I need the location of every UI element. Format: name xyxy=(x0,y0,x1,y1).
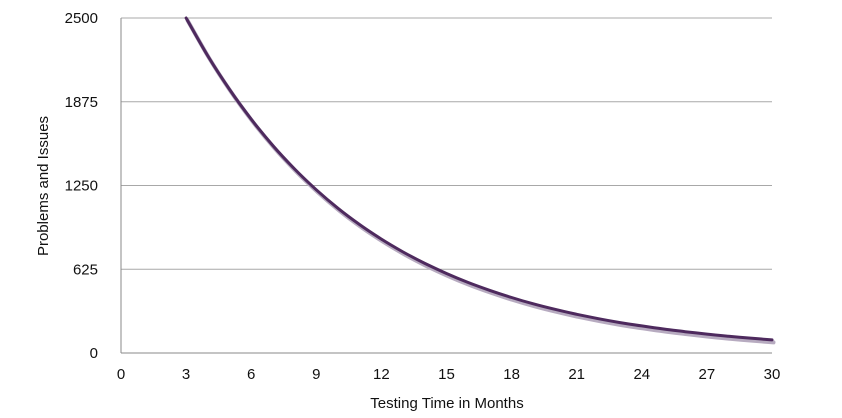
x-tick-label: 9 xyxy=(312,366,320,383)
y-tick-labels: 0 625 1250 1875 2500 xyxy=(65,10,98,362)
x-tick-label: 3 xyxy=(182,366,190,383)
axes xyxy=(120,18,772,354)
x-tick-label: 27 xyxy=(699,366,716,383)
x-tick-label: 21 xyxy=(568,366,585,383)
x-tick-label: 6 xyxy=(247,366,255,383)
x-tick-labels: 0 3 6 9 12 15 18 21 24 27 30 xyxy=(117,366,781,383)
x-tick-label: 15 xyxy=(438,366,455,383)
y-tick-label: 1250 xyxy=(65,178,98,195)
x-tick-label: 30 xyxy=(764,366,781,383)
series-line xyxy=(184,16,774,342)
series-layer xyxy=(184,16,776,345)
y-tick-label: 625 xyxy=(73,261,98,278)
gridlines xyxy=(121,17,772,270)
y-tick-label: 1875 xyxy=(65,94,98,111)
x-tick-label: 0 xyxy=(117,366,125,383)
y-tick-label: 2500 xyxy=(65,10,98,27)
series-line-shadow xyxy=(185,18,776,345)
x-tick-label: 18 xyxy=(503,366,520,383)
x-tick-label: 24 xyxy=(633,366,650,383)
y-axis-title: Problems and Issues xyxy=(35,116,52,256)
x-tick-label: 12 xyxy=(373,366,390,383)
y-tick-label: 0 xyxy=(90,345,98,362)
x-axis-title: Testing Time in Months xyxy=(370,395,523,412)
